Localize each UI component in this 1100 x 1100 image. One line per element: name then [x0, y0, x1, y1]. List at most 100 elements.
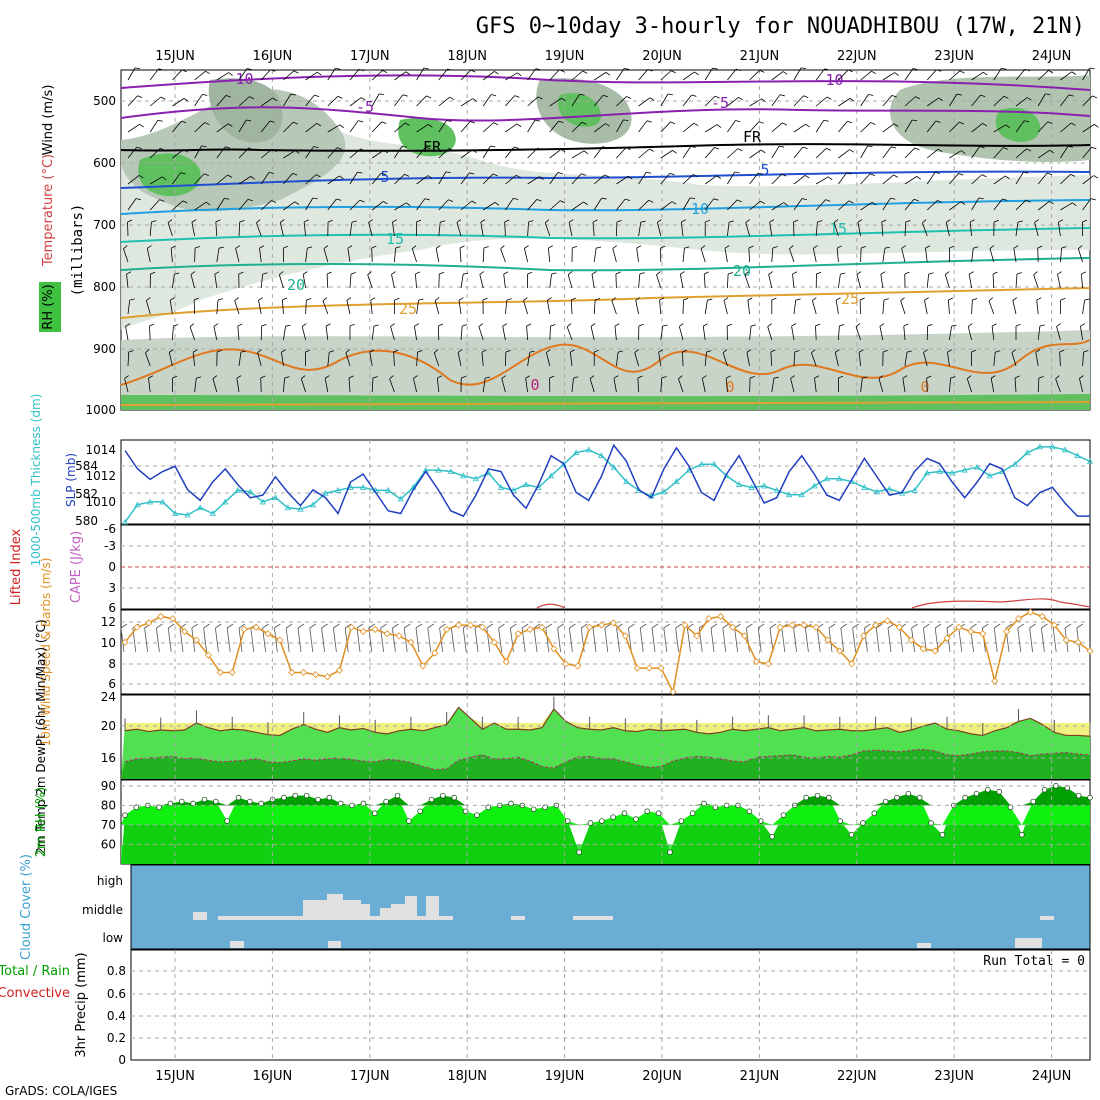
wind-barb	[1037, 172, 1048, 185]
date-label-top: 17JUN	[350, 49, 390, 64]
wind-barb-flag	[457, 349, 463, 353]
wind-10m-barb	[309, 627, 314, 653]
wind-barb-flag	[380, 172, 386, 176]
wind-barb	[616, 175, 629, 185]
wind-barb	[192, 352, 195, 367]
wind-barb-flag	[505, 349, 511, 353]
wind-barb	[1015, 274, 1018, 289]
wind-10m-barb	[344, 627, 349, 653]
wind-speed-point	[740, 632, 749, 640]
wind-barb	[591, 274, 595, 289]
wind-barb-flag	[217, 298, 223, 301]
wind-barb-flag	[738, 97, 743, 101]
wind-barb-flag	[281, 349, 287, 353]
wind-barb	[170, 248, 173, 263]
contour-label: 25	[399, 300, 417, 318]
wind-barb-flag	[993, 219, 999, 223]
wind-10m-barb	[144, 627, 148, 653]
wind-barb	[1060, 71, 1072, 81]
wind-barb-flag	[225, 146, 231, 149]
wind-barb-flag	[902, 375, 908, 379]
wind-barb-flag	[912, 68, 918, 71]
wind-speed-point	[967, 627, 975, 636]
wind-barb	[349, 199, 361, 211]
wind-10m-barb	[864, 627, 868, 653]
y-tick-label: 0.2	[107, 1031, 126, 1045]
wind-panel-frame	[120, 609, 1091, 695]
wind-barb-flag	[749, 375, 755, 379]
wind-barb-flag	[534, 119, 541, 122]
wind-10m-barb-flag	[415, 623, 423, 629]
wind-barb-flag	[989, 245, 995, 249]
thickness-point	[673, 478, 680, 485]
wind-barb	[1013, 248, 1017, 263]
date-label-bottom: 20JUN	[642, 1069, 682, 1084]
wind-barb	[194, 145, 202, 159]
y-tick-label: high	[97, 874, 123, 888]
wind-barb-flag	[581, 173, 587, 176]
wind-barb-flag	[350, 272, 356, 275]
y-tick-label: 582	[75, 487, 98, 501]
wind-barb	[569, 352, 573, 367]
wind-barb	[1077, 248, 1083, 263]
wind-barb-flag	[672, 150, 677, 154]
rh-point	[985, 786, 991, 793]
wind-barb-flag	[271, 148, 277, 153]
cloud-block	[327, 894, 343, 920]
wind-barb	[1011, 352, 1017, 367]
wind-barb	[459, 248, 462, 263]
wind-barb	[993, 352, 996, 367]
wind-barb	[216, 72, 229, 81]
wind-barb-flag	[647, 69, 653, 72]
wind-barb	[482, 94, 492, 107]
wind-barb	[638, 274, 641, 289]
wind-barb-flag	[416, 219, 422, 223]
wind-barb-flag	[1046, 172, 1052, 176]
wind-barb-flag	[402, 94, 408, 97]
wind-barb	[391, 274, 395, 289]
wind-barb	[971, 71, 984, 81]
cloud-blocks	[193, 894, 1054, 948]
wind-barb	[191, 222, 195, 237]
wind-barb-flag	[567, 271, 573, 275]
wind-barb-flag	[736, 68, 742, 72]
rh-axis-label: 2m RH (%)	[34, 787, 49, 858]
wind-barb-flag	[462, 324, 468, 327]
wind-barb	[479, 274, 484, 289]
wind-barb-flag	[138, 175, 144, 179]
cloud-block	[343, 900, 361, 920]
wind-barb-flag	[760, 200, 766, 205]
wind-barb	[882, 123, 895, 133]
y-tick-label: 6	[108, 601, 116, 615]
wind-10m-barb	[1041, 627, 1045, 653]
wind-barb-flag	[183, 98, 189, 102]
wind-barb	[638, 97, 651, 107]
wind-barb	[216, 174, 228, 185]
wind-barb-flag	[426, 95, 432, 99]
wind-barb-flag	[202, 94, 208, 96]
wind-barb-flag	[880, 271, 886, 275]
wind-barb-flag	[579, 93, 585, 96]
wind-barb	[878, 378, 884, 393]
wind-barb-flag	[516, 174, 521, 179]
wind-barb-flag	[306, 298, 312, 301]
wind-barb	[704, 147, 715, 159]
cloud-block	[380, 908, 391, 920]
wind-barb-flag	[136, 146, 142, 150]
thickness-point	[710, 460, 718, 467]
wind-10m-barb	[781, 627, 786, 653]
wind-barb-flag	[204, 122, 210, 125]
wind-barb-flag	[594, 349, 600, 353]
wind-barb	[882, 146, 892, 159]
wind-speed-point	[383, 630, 391, 638]
wind-barb-flag	[127, 219, 133, 223]
wind-barb-flag	[951, 324, 957, 327]
wind-barb	[616, 198, 626, 211]
wind-barb-flag	[539, 176, 544, 180]
wind-barb	[924, 300, 928, 315]
y-tick-label: -6	[104, 522, 116, 536]
wind-barb	[926, 120, 937, 133]
contour-label: 0	[725, 378, 734, 396]
wind-speed-point	[955, 623, 963, 631]
wind-10m-barb	[816, 627, 821, 653]
